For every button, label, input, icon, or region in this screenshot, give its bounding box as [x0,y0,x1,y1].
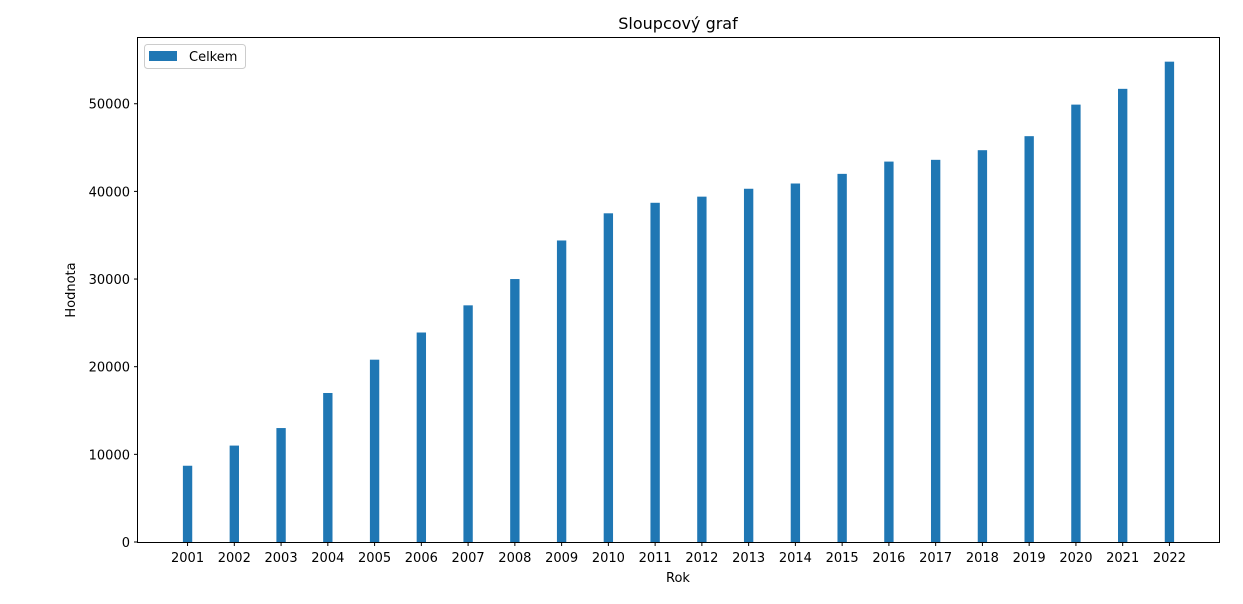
x-tick-label: 2018 [966,551,999,566]
x-tick-label: 2002 [218,551,251,566]
x-tick-label: 2006 [405,551,438,566]
bar-2003 [276,428,286,542]
x-tick-label: 2015 [826,551,859,566]
bar-2004 [323,392,333,542]
bar-2016 [884,161,894,542]
x-tick-label: 2016 [872,551,905,566]
x-tick-label: 2019 [1013,551,1046,566]
y-ticks-group: 0 10000 20000 30000 40000 50000 [89,98,138,551]
bar-2011 [650,202,660,543]
legend: Celkem [144,44,246,69]
x-tick-label: 2007 [452,551,485,566]
y-tick-label: 30000 [89,273,130,288]
x-tick-label: 2011 [639,551,672,566]
x-tick-label: 2017 [919,551,952,566]
y-axis-label: Hodnota [64,262,79,317]
y-tick-label: 0 [122,536,130,551]
bar-2007 [463,305,473,542]
x-tick-label: 2022 [1153,551,1186,566]
x-tick-label: 2013 [732,551,765,566]
bar-2006 [416,332,427,542]
bar-2009 [556,240,567,543]
bar-2014 [790,183,801,542]
bar-2001 [182,465,193,542]
chart-title: Sloupcový graf [618,14,738,33]
bar-2019 [1024,136,1034,542]
x-axis-label: Rok [666,571,690,586]
bar-2013 [743,188,754,543]
x-ticks-group: 2001 2002 2003 2004 2005 2006 2007 2008 2009 2010… [171,542,1186,566]
legend-swatch [149,51,177,61]
bar-2017 [930,159,941,542]
x-tick-label: 2010 [592,551,625,566]
x-tick-label: 2012 [685,551,718,566]
y-tick-label: 10000 [89,448,130,463]
bar-2012 [697,196,707,542]
bar-2018 [977,150,988,543]
x-tick-label: 2005 [358,551,391,566]
bar-2002 [229,445,239,542]
y-tick-label: 40000 [89,185,130,200]
bar-2022 [1164,61,1175,543]
x-tick-label: 2020 [1059,551,1092,566]
bars-group [182,61,1175,543]
bar-2010 [603,213,614,542]
plot-frame [137,37,1220,543]
x-tick-label: 2004 [311,551,344,566]
x-tick-label: 2021 [1106,551,1139,566]
x-tick-label: 2001 [171,551,204,566]
bar-2008 [510,279,520,542]
bar-2021 [1118,88,1128,543]
bar-2005 [369,359,380,542]
legend-label: Celkem [189,50,237,65]
x-tick-label: 2014 [779,551,812,566]
legend-box [144,44,246,69]
bar-2020 [1071,104,1081,542]
y-tick-label: 50000 [89,98,130,113]
x-tick-label: 2008 [498,551,531,566]
x-tick-label: 2009 [545,551,578,566]
y-tick-label: 20000 [89,361,130,376]
bar-2015 [837,173,847,542]
x-tick-label: 2003 [265,551,298,566]
